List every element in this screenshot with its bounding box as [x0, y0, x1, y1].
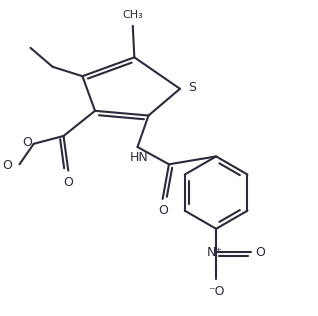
Text: O: O	[2, 159, 12, 172]
Text: O: O	[158, 204, 168, 217]
Text: O: O	[255, 246, 265, 259]
Text: O: O	[63, 176, 73, 189]
Text: S: S	[188, 81, 196, 94]
Text: O: O	[22, 137, 32, 149]
Text: CH₃: CH₃	[122, 10, 143, 20]
Text: ⁻O: ⁻O	[208, 285, 225, 298]
Text: N⁺: N⁺	[207, 246, 223, 259]
Text: HN: HN	[130, 150, 149, 164]
